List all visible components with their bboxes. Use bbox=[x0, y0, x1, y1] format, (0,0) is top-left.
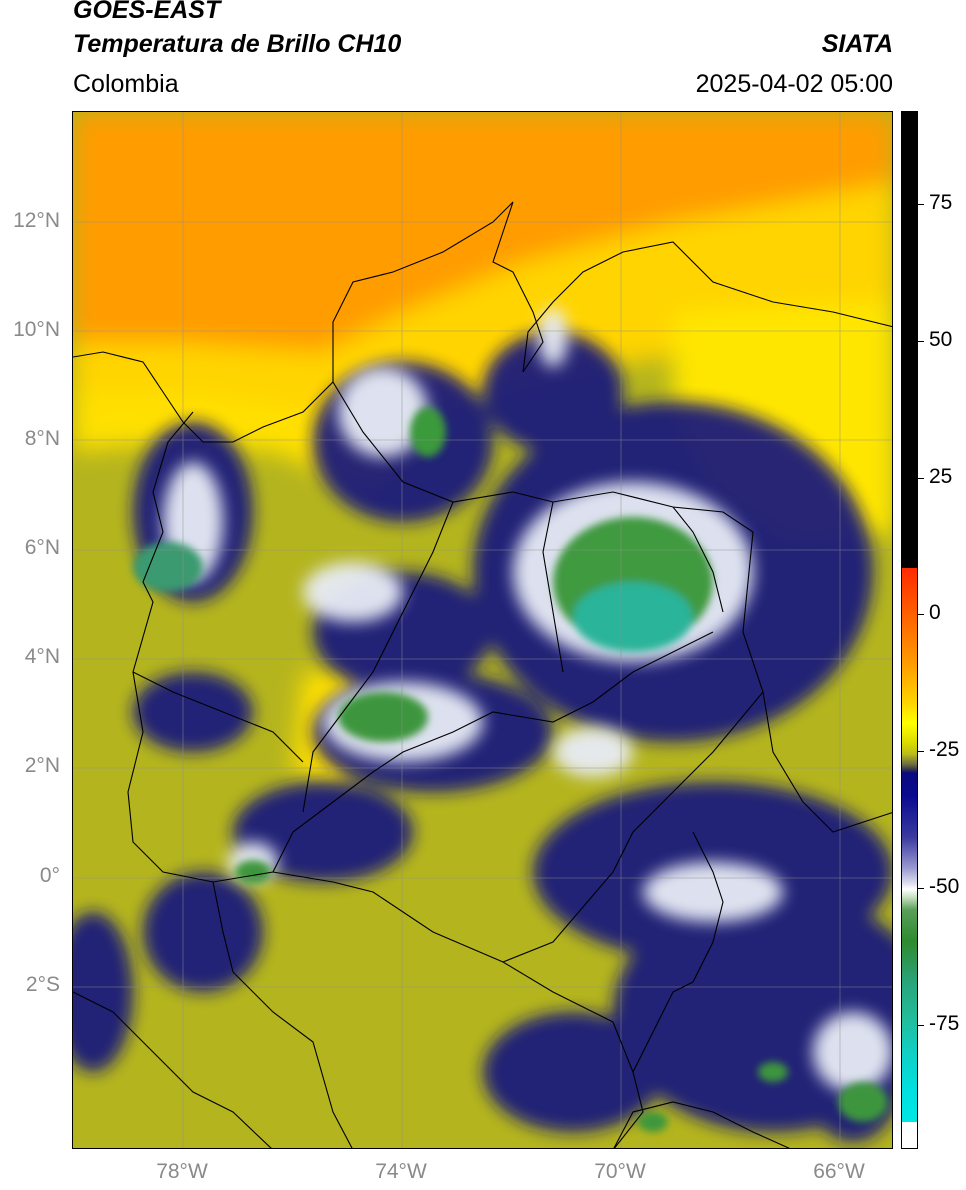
colorbar-label: -75 bbox=[929, 1012, 960, 1035]
lon-label: 78°W bbox=[156, 1160, 208, 1183]
colorbar-label: 0 bbox=[929, 601, 941, 624]
region-label: Colombia bbox=[73, 70, 179, 98]
brand-label: SIATA bbox=[821, 30, 893, 58]
lat-label: 0° bbox=[39, 864, 60, 887]
colorbar-label: -25 bbox=[929, 738, 960, 761]
colorbar-label: 25 bbox=[929, 465, 953, 488]
colorbar-label: 50 bbox=[929, 328, 953, 351]
lat-label: 2°S bbox=[25, 973, 60, 996]
lon-label: 70°W bbox=[594, 1160, 646, 1183]
lat-label: 4°N bbox=[24, 645, 60, 668]
satellite-map bbox=[72, 111, 893, 1149]
lat-label: 12°N bbox=[13, 209, 60, 232]
colorbar-tick bbox=[918, 204, 924, 205]
colorbar-tick bbox=[918, 888, 924, 889]
title-line-2: Temperatura de Brillo CH10 bbox=[73, 30, 402, 58]
lat-label: 10°N bbox=[13, 318, 60, 341]
colorbar-tick bbox=[918, 1025, 924, 1026]
colorbar-label: 75 bbox=[929, 191, 953, 214]
graticule bbox=[73, 112, 892, 1148]
title-line-1: GOES-EAST bbox=[73, 0, 221, 24]
lat-label: 8°N bbox=[24, 427, 60, 450]
datetime-label: 2025-04-02 05:00 bbox=[695, 70, 893, 98]
map-image bbox=[73, 112, 892, 1148]
borders bbox=[73, 201, 892, 1148]
lon-label: 74°W bbox=[375, 1160, 427, 1183]
colorbar-label: -50 bbox=[929, 875, 960, 898]
colorbar-tick bbox=[918, 341, 924, 342]
colorbar bbox=[901, 111, 918, 1149]
colorbar-tick bbox=[918, 751, 924, 752]
lon-label: 66°W bbox=[813, 1160, 865, 1183]
colorbar-tick bbox=[918, 478, 924, 479]
colorbar-tick bbox=[918, 614, 924, 615]
lat-label: 2°N bbox=[24, 754, 60, 777]
lat-label: 6°N bbox=[24, 536, 60, 559]
